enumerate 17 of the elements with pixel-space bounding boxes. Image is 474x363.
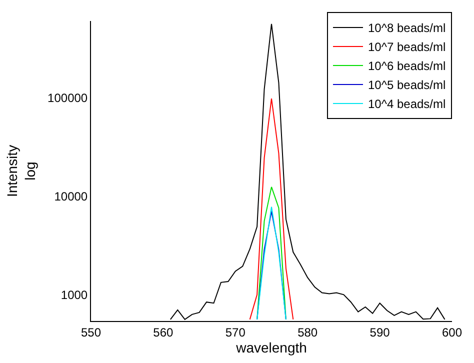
x-tick-label: 560 bbox=[153, 325, 174, 340]
x-tick-label: 600 bbox=[442, 325, 462, 340]
legend-label: 10^8 beads/ml bbox=[368, 21, 446, 36]
x-tick-label: 550 bbox=[80, 325, 102, 340]
legend-label: 10^4 beads/ml bbox=[368, 97, 446, 112]
x-tick-label: 590 bbox=[370, 325, 390, 340]
y-tick-label: 10000 bbox=[54, 189, 88, 204]
y-tick-label: 1000 bbox=[60, 288, 88, 302]
x-tick-label: 580 bbox=[298, 325, 318, 340]
legend-label: 10^5 beads/ml bbox=[368, 78, 446, 92]
line-series bbox=[249, 98, 294, 320]
y-axis-title: Intensity log bbox=[4, 144, 38, 198]
x-tick-label: 570 bbox=[225, 325, 246, 340]
legend-label: 10^7 beads/ml bbox=[368, 40, 446, 54]
x-axis-title: wavelength bbox=[235, 339, 307, 356]
y-tick-label: 100000 bbox=[48, 90, 88, 105]
legend-label: 10^6 beads/ml bbox=[368, 59, 446, 74]
